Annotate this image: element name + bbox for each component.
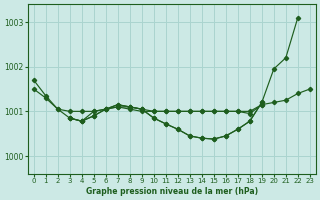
X-axis label: Graphe pression niveau de la mer (hPa): Graphe pression niveau de la mer (hPa) bbox=[86, 187, 258, 196]
